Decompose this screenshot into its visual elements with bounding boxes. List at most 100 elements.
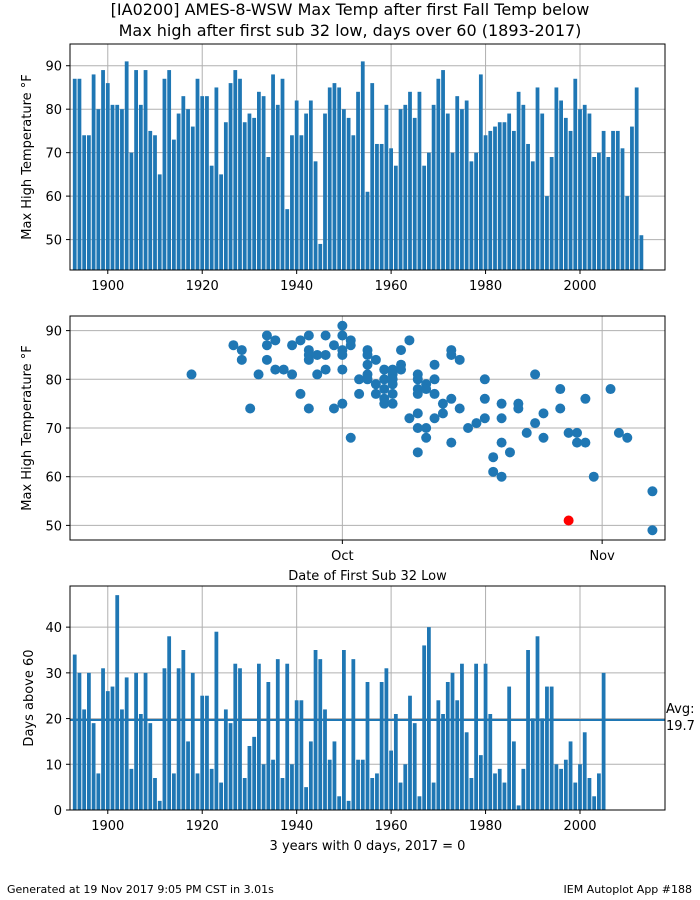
p3-bar xyxy=(308,741,313,810)
p2-point xyxy=(345,340,356,351)
p1-bar xyxy=(606,157,611,270)
p3-bar xyxy=(417,796,422,810)
p2-point xyxy=(530,418,541,429)
p3-bar xyxy=(242,778,247,810)
p3-bar xyxy=(342,650,346,810)
p2-point xyxy=(479,393,490,404)
p1-bar xyxy=(587,113,592,271)
p1-bar xyxy=(195,78,200,271)
p3-bar xyxy=(332,741,337,810)
p1-bar xyxy=(545,196,549,270)
p1-bar xyxy=(460,109,464,270)
p3-bar xyxy=(587,778,592,810)
p1-bar xyxy=(384,104,389,270)
p1-bar xyxy=(120,109,124,270)
p3-bar xyxy=(172,773,176,810)
p3-bar xyxy=(379,682,384,810)
p3-bar xyxy=(578,764,582,810)
p2-point xyxy=(362,359,373,370)
p1-bar xyxy=(563,117,568,270)
p3-bar xyxy=(601,672,606,810)
p1-ytick-label: 90 xyxy=(45,60,62,75)
p1-bar xyxy=(559,100,563,270)
p2-point xyxy=(622,432,633,443)
p2-point xyxy=(404,413,415,424)
p3-bar xyxy=(143,672,148,810)
p3-bar xyxy=(101,668,105,810)
p3-bar xyxy=(275,659,280,810)
p2-point xyxy=(429,374,440,385)
p3-bar xyxy=(313,650,318,810)
p3-bar xyxy=(360,759,365,810)
p2-point xyxy=(236,354,247,365)
p3-bar xyxy=(516,805,521,810)
p3-bar xyxy=(290,764,294,810)
p1-bar xyxy=(323,113,327,271)
p3-xtick-label: 1900 xyxy=(91,819,124,834)
p1-bar xyxy=(412,117,417,270)
p2-point xyxy=(228,340,239,351)
p1-bar xyxy=(252,117,257,270)
chart-title-line1: [IA0200] AMES-8-WSW Max Temp after first… xyxy=(110,0,590,19)
p2-point xyxy=(261,330,272,341)
p1-bar xyxy=(601,130,606,270)
p2-point xyxy=(261,340,272,351)
p3-bar xyxy=(526,650,530,810)
p1-bar xyxy=(540,113,545,271)
p2-point xyxy=(580,393,591,404)
p3-bar xyxy=(261,764,266,810)
p3-bar xyxy=(318,659,323,810)
p1-bar xyxy=(474,152,478,270)
p2-point xyxy=(370,354,381,365)
p3-bar xyxy=(162,668,167,810)
p1-bar xyxy=(403,104,408,270)
p1-bar xyxy=(186,109,190,270)
p1-bar xyxy=(209,165,214,270)
p3-bar xyxy=(304,787,308,810)
p1-bar xyxy=(233,70,238,270)
p2-point xyxy=(236,345,247,356)
p1-bar xyxy=(96,109,101,270)
p1-bar xyxy=(238,78,242,271)
p2-point xyxy=(530,369,541,380)
p1-bar xyxy=(157,174,162,270)
p1-bar xyxy=(417,91,422,270)
p2-point xyxy=(245,403,256,414)
p2-point xyxy=(320,349,331,360)
p3-bar xyxy=(247,746,252,810)
p2-point xyxy=(446,349,457,360)
p3-bar xyxy=(445,682,450,810)
p1-bar xyxy=(634,87,639,270)
p2-point xyxy=(270,335,281,346)
p2-point xyxy=(446,393,457,404)
p1-bar xyxy=(597,152,601,270)
p3-bar xyxy=(91,723,96,810)
p3-bar xyxy=(266,682,271,810)
p1-bar xyxy=(143,70,148,270)
p1-bar xyxy=(304,113,308,271)
p3-bar xyxy=(450,672,455,810)
p2-point xyxy=(379,364,390,375)
p1-bar xyxy=(549,157,554,270)
p3-bar xyxy=(573,782,578,810)
p3-bar xyxy=(219,782,223,810)
p1-ytick-label: 80 xyxy=(45,103,62,118)
p1-xtick-label: 2000 xyxy=(563,279,596,294)
p3-ytick-label: 10 xyxy=(45,758,62,773)
p2-point xyxy=(538,432,549,443)
p1-bar xyxy=(478,74,483,270)
p3-bar xyxy=(110,686,115,810)
p1-bar xyxy=(285,209,290,270)
p1-bar xyxy=(379,143,384,270)
p2-point xyxy=(504,447,515,458)
p1-bar xyxy=(639,235,644,270)
p3-bar xyxy=(299,700,304,810)
p2-point xyxy=(429,388,440,399)
p1-bar xyxy=(181,96,186,271)
p1-bar xyxy=(332,83,337,270)
p2-ytick-label: 60 xyxy=(45,471,62,486)
p3-bar xyxy=(356,759,360,810)
p2-xlabel: Date of First Sub 32 Low xyxy=(288,569,447,584)
p3-bar xyxy=(257,663,261,810)
p2-point xyxy=(479,413,490,424)
